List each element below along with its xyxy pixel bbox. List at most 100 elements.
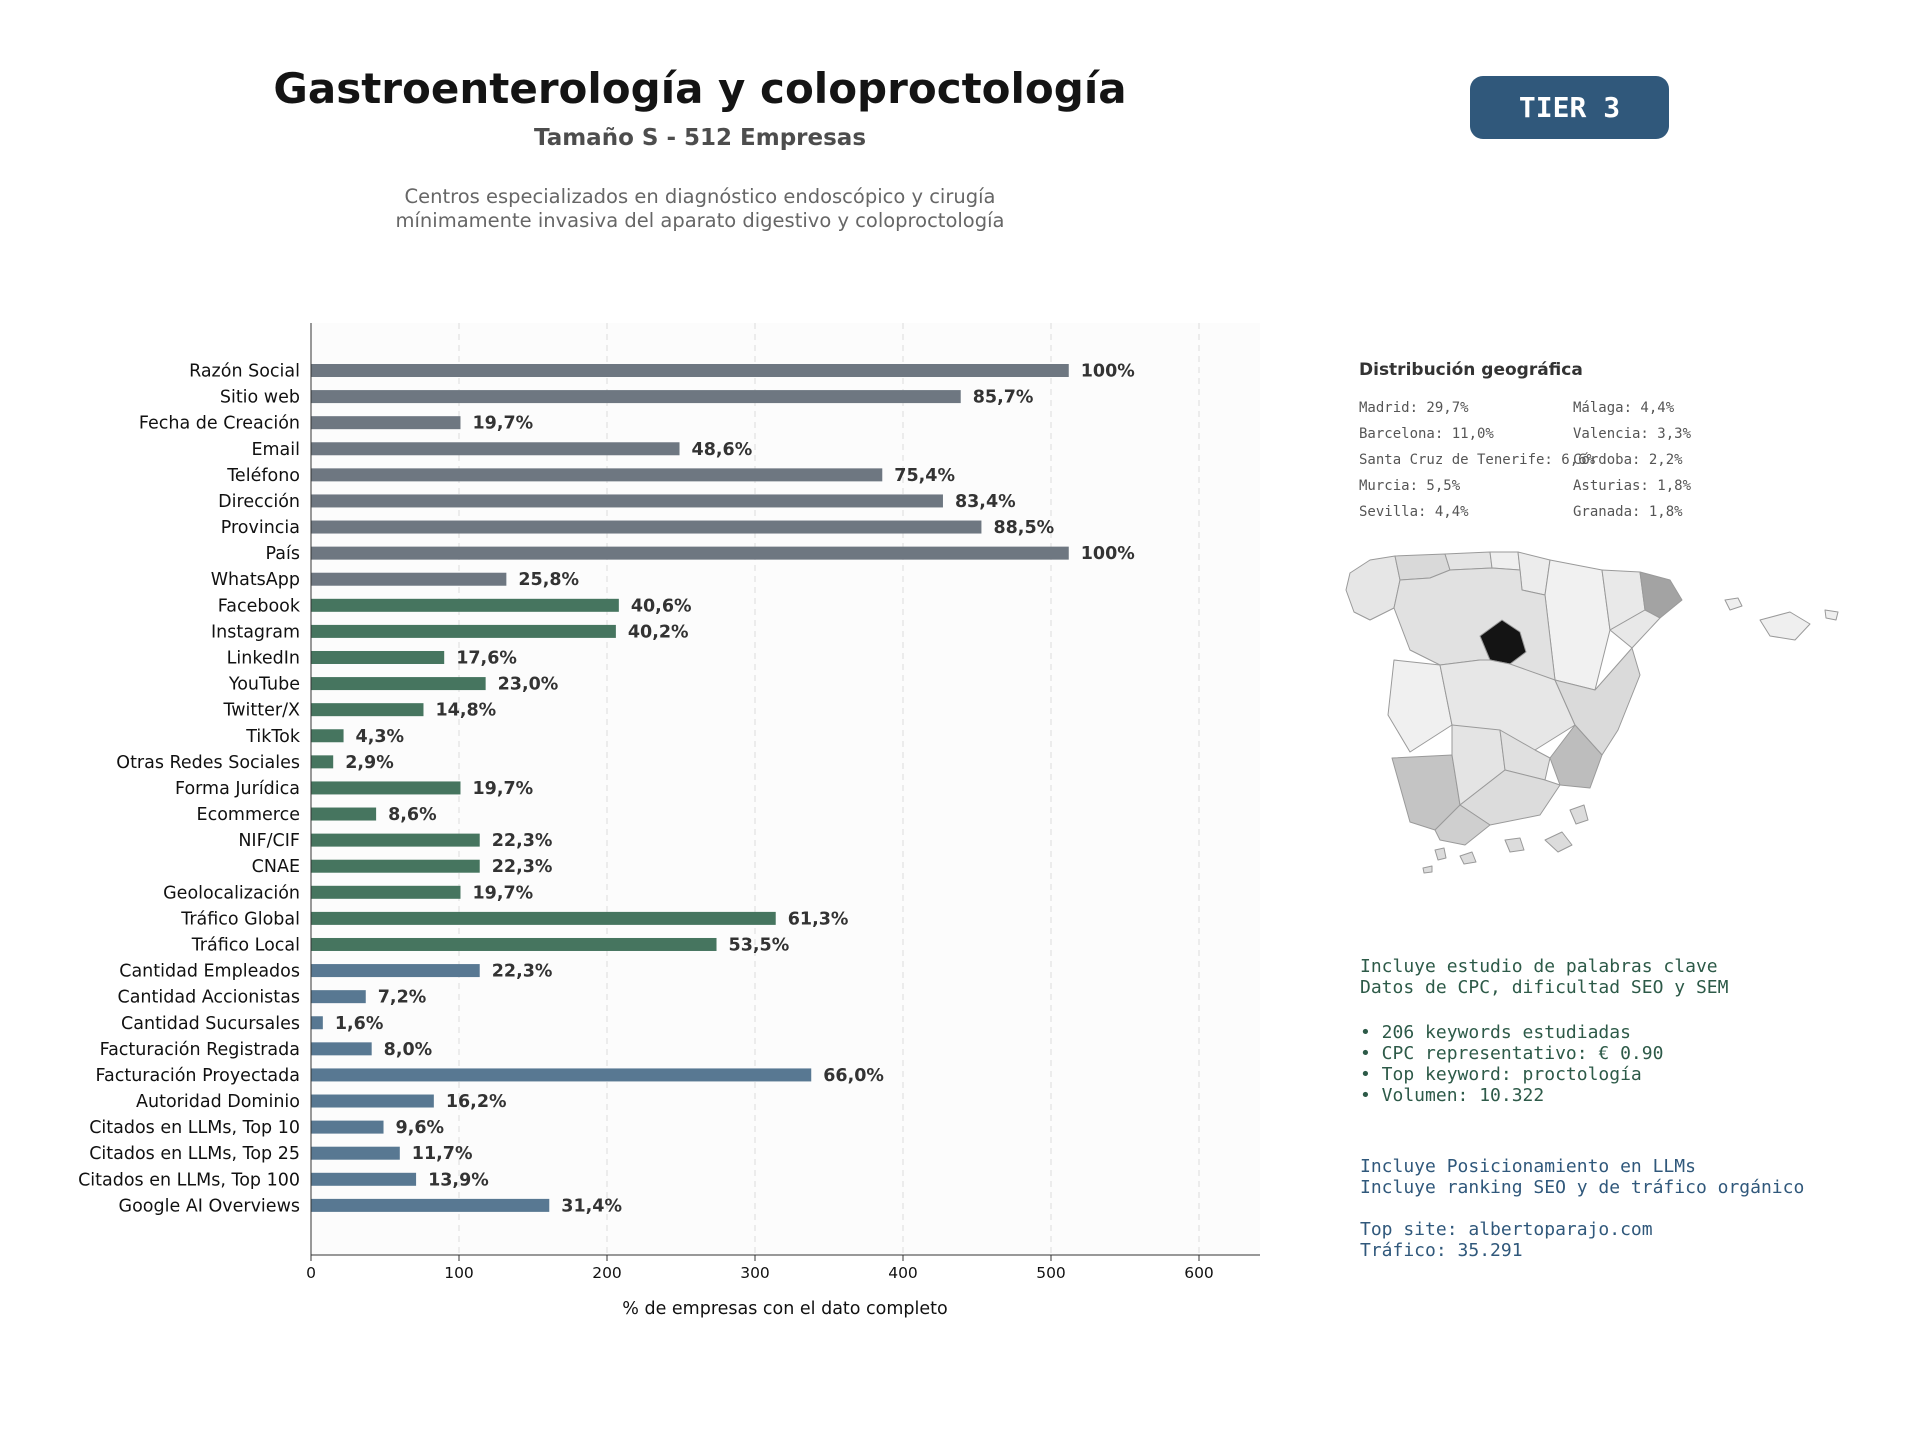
bar bbox=[311, 624, 616, 638]
data-label: 8,6% bbox=[388, 805, 437, 825]
category-label: Citados en LLMs, Top 25 bbox=[89, 1144, 300, 1164]
tier-badge: TIER 3 bbox=[1470, 76, 1669, 139]
map-region-basque bbox=[1489, 551, 1521, 571]
bar bbox=[311, 1042, 372, 1056]
bar bbox=[311, 520, 982, 534]
geo-distribution-title: Distribución geográfica bbox=[1359, 360, 1583, 380]
geo-item: Barcelona: 11,0% bbox=[1359, 426, 1494, 442]
map-region-tarragona bbox=[1609, 609, 1661, 649]
bar bbox=[311, 468, 883, 482]
spain-map bbox=[1345, 551, 1839, 874]
bar bbox=[311, 1016, 323, 1030]
map-region-navarra bbox=[1517, 551, 1551, 596]
sector-description: Centros especializados en diagnóstico en… bbox=[140, 185, 1260, 233]
x-tick-label: 500 bbox=[1036, 1264, 1066, 1282]
bar bbox=[311, 1146, 400, 1160]
map-region-barcelona bbox=[1639, 571, 1683, 619]
category-label: Tráfico Global bbox=[180, 909, 300, 929]
data-label: 22,3% bbox=[492, 831, 553, 851]
data-label: 16,2% bbox=[446, 1092, 507, 1112]
category-label: Fecha de Creación bbox=[139, 414, 300, 434]
keywords-line: Incluye estudio de palabras clave bbox=[1360, 956, 1718, 977]
data-label: 17,6% bbox=[456, 648, 517, 668]
x-axis-label: % de empresas con el dato completo bbox=[622, 1299, 947, 1319]
data-label: 66,0% bbox=[823, 1066, 884, 1086]
map-region-canarias bbox=[1422, 804, 1589, 874]
data-label: 40,6% bbox=[631, 596, 692, 616]
data-label: 22,3% bbox=[492, 857, 553, 877]
llm-line: Incluye Posicionamiento en LLMs bbox=[1360, 1156, 1696, 1177]
category-label: Cantidad Accionistas bbox=[117, 988, 300, 1008]
bar bbox=[311, 546, 1069, 560]
llm-line: Tráfico: 35.291 bbox=[1360, 1240, 1523, 1261]
bar bbox=[311, 598, 619, 612]
map-region-malaga bbox=[1434, 804, 1491, 846]
data-label: 100% bbox=[1081, 362, 1135, 382]
category-label: Sitio web bbox=[220, 388, 300, 408]
category-label: WhatsApp bbox=[211, 570, 300, 590]
data-label: 14,8% bbox=[435, 701, 496, 721]
data-label: 9,6% bbox=[396, 1118, 445, 1138]
data-label: 25,8% bbox=[518, 570, 579, 590]
x-tick-label: 100 bbox=[444, 1264, 474, 1282]
data-label: 23,0% bbox=[498, 675, 559, 695]
category-label: TikTok bbox=[245, 727, 301, 747]
data-label: 19,7% bbox=[472, 883, 533, 903]
map-region-aragon bbox=[1544, 559, 1611, 691]
map-region-jaen bbox=[1499, 729, 1551, 781]
map-region-murcia bbox=[1549, 724, 1603, 789]
bar bbox=[311, 1068, 812, 1082]
map-region-cantabria bbox=[1444, 551, 1493, 571]
data-label: 83,4% bbox=[955, 492, 1016, 512]
category-label: Twitter/X bbox=[222, 701, 300, 721]
description-line: Centros especializados en diagnóstico en… bbox=[404, 185, 996, 208]
bar bbox=[311, 442, 680, 456]
page-subtitle: Tamaño S - 512 Empresas bbox=[533, 125, 867, 151]
category-label: País bbox=[266, 544, 300, 564]
category-label: Otras Redes Sociales bbox=[116, 753, 300, 773]
category-label: Geolocalización bbox=[163, 883, 300, 903]
bar bbox=[311, 833, 480, 847]
bar bbox=[311, 572, 507, 586]
bar bbox=[311, 677, 486, 691]
map-region-extremadura bbox=[1387, 659, 1453, 753]
bar bbox=[311, 416, 461, 430]
bar bbox=[311, 1198, 550, 1212]
category-label: Citados en LLMs, Top 10 bbox=[89, 1118, 300, 1138]
bar bbox=[311, 859, 480, 873]
bar bbox=[311, 937, 717, 951]
keywords-bullet: • 206 keywords estudiadas bbox=[1360, 1022, 1631, 1043]
data-label: 19,7% bbox=[472, 779, 533, 799]
keywords-bullet: • Volumen: 10.322 bbox=[1360, 1085, 1545, 1106]
data-label: 2,9% bbox=[345, 753, 394, 773]
description-line: mínimamente invasiva del aparato digesti… bbox=[395, 209, 1005, 232]
llm-line: Top site: albertoparajo.com bbox=[1360, 1219, 1653, 1240]
category-label: Facebook bbox=[218, 596, 301, 616]
keywords-line: Datos de CPC, dificultad SEO y SEM bbox=[1360, 977, 1729, 998]
category-label: YouTube bbox=[228, 675, 300, 695]
keywords-bullet: • Top keyword: proctología bbox=[1360, 1064, 1642, 1085]
category-label: Razón Social bbox=[189, 362, 300, 382]
bar bbox=[311, 1172, 417, 1186]
category-label: CNAE bbox=[252, 857, 300, 877]
data-label: 48,6% bbox=[692, 440, 753, 460]
map-region-galicia bbox=[1345, 555, 1401, 621]
category-label: Citados en LLMs, Top 100 bbox=[78, 1170, 300, 1190]
category-label: Teléfono bbox=[226, 466, 300, 486]
data-label: 19,7% bbox=[472, 414, 533, 434]
geo-item: Sevilla: 4,4% bbox=[1359, 504, 1469, 520]
geo-item: Granada: 1,8% bbox=[1573, 504, 1683, 520]
data-label: 4,3% bbox=[356, 727, 405, 747]
bar bbox=[311, 911, 776, 925]
bar bbox=[311, 1094, 434, 1108]
data-label: 85,7% bbox=[973, 388, 1034, 408]
bar bbox=[311, 494, 943, 508]
category-label: Forma Jurídica bbox=[175, 779, 300, 799]
bar bbox=[311, 990, 366, 1004]
keywords-bullet: • CPC representativo: € 0.90 bbox=[1360, 1043, 1664, 1064]
map-region-valencia bbox=[1554, 647, 1641, 756]
map-region-balearic bbox=[1724, 597, 1839, 641]
bar bbox=[311, 390, 961, 404]
data-label: 13,9% bbox=[428, 1170, 489, 1190]
category-label: Facturación Proyectada bbox=[96, 1066, 300, 1086]
